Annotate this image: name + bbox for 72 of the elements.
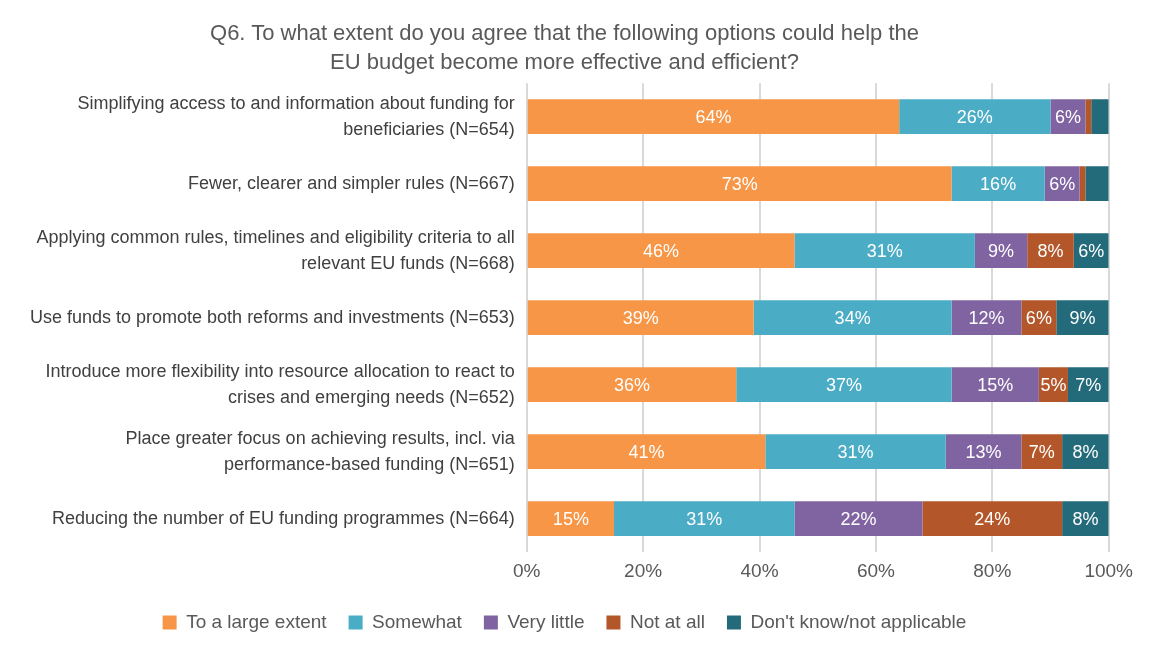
- data-label: 8%: [1037, 240, 1064, 261]
- data-label: 5%: [1040, 374, 1067, 395]
- x-tick-label: 0%: [513, 559, 541, 581]
- bar: [527, 367, 737, 403]
- data-label: 6%: [1054, 106, 1081, 127]
- chart-title: Q6. To what extent do you agree that the following options could help the EU budget become more effective and efficient?: [210, 20, 919, 74]
- data-label: 31%: [686, 508, 723, 529]
- x-tick-label: 60%: [856, 559, 896, 581]
- data-label: 6%: [1078, 240, 1105, 261]
- data-label: 6%: [1025, 307, 1052, 328]
- data-label: 15%: [552, 508, 589, 529]
- data-label: 22%: [840, 508, 877, 529]
- data-label: 39%: [622, 307, 659, 328]
- legend-label: Don't know/not applicable: [750, 610, 967, 632]
- y-tick-label: Reducing the number of EU funding programmes (N=664): [51, 507, 515, 528]
- bar: [1085, 99, 1092, 135]
- y-tick-label: Use funds to promote both reforms and investments (N=653): [30, 306, 515, 327]
- data-label: 36%: [613, 374, 650, 395]
- y-tick-label: Simplifying access to and information about funding for beneficiaries (N=654): [77, 92, 515, 139]
- data-label: 34%: [834, 307, 871, 328]
- data-label: 8%: [1072, 441, 1099, 462]
- data-label: 46%: [643, 240, 680, 261]
- bar: [765, 434, 946, 470]
- bar: [951, 166, 1045, 202]
- bar: [527, 501, 615, 537]
- bar: [945, 434, 1022, 470]
- bar: [899, 99, 1051, 135]
- data-label: 16%: [980, 173, 1017, 194]
- data-label: 9%: [1069, 307, 1096, 328]
- x-tick-label: 80%: [973, 559, 1012, 581]
- legend-label: Not at all: [629, 610, 705, 632]
- bar: [753, 300, 952, 336]
- y-tick-label: Applying common rules, timelines and eligibility criteria to all relevant EU funds (N=668): [36, 226, 515, 273]
- bar: [527, 434, 766, 470]
- data-label: 6%: [1049, 173, 1076, 194]
- x-tick-label: 20%: [624, 559, 663, 581]
- data-label: 9%: [988, 240, 1015, 261]
- data-label: 8%: [1072, 508, 1099, 529]
- data-label: 64%: [695, 106, 732, 127]
- bar: [736, 367, 952, 403]
- bar: [951, 367, 1039, 403]
- y-tick-label: Introduce more flexibility into resource allocation to react to crises and emerging needs (N=652): [45, 360, 515, 407]
- bar: [922, 501, 1063, 537]
- bar: [1091, 99, 1109, 135]
- bar: [951, 300, 1022, 336]
- bar: [794, 233, 975, 269]
- bar: [527, 166, 952, 202]
- data-label: 26%: [956, 106, 993, 127]
- y-tick-label: Fewer, clearer and simpler rules (N=667): [188, 172, 515, 193]
- bar: [614, 501, 795, 537]
- data-label: 7%: [1028, 441, 1055, 462]
- data-label: 12%: [968, 307, 1005, 328]
- x-tick-label: 100%: [1084, 559, 1134, 581]
- bar: [527, 300, 754, 336]
- data-label: 31%: [837, 441, 874, 462]
- data-label: 15%: [977, 374, 1014, 395]
- data-label: 24%: [974, 508, 1011, 529]
- x-tick-label: 40%: [740, 559, 779, 581]
- data-label: 31%: [866, 240, 903, 261]
- legend-label: Somewhat: [372, 610, 463, 632]
- y-tick-label: Place greater focus on achieving results, incl. via performance-based funding (N=651): [125, 427, 516, 474]
- bar: [794, 501, 923, 537]
- bar: [1085, 166, 1109, 202]
- data-label: 41%: [628, 441, 665, 462]
- bar: [527, 233, 795, 269]
- legend-label: Very little: [507, 610, 585, 632]
- bar: [527, 99, 900, 135]
- legend-label: To a large extent: [186, 610, 328, 632]
- data-label: 7%: [1075, 374, 1102, 395]
- data-label: 73%: [721, 173, 758, 194]
- data-label: 13%: [965, 441, 1002, 462]
- data-label: 37%: [825, 374, 862, 395]
